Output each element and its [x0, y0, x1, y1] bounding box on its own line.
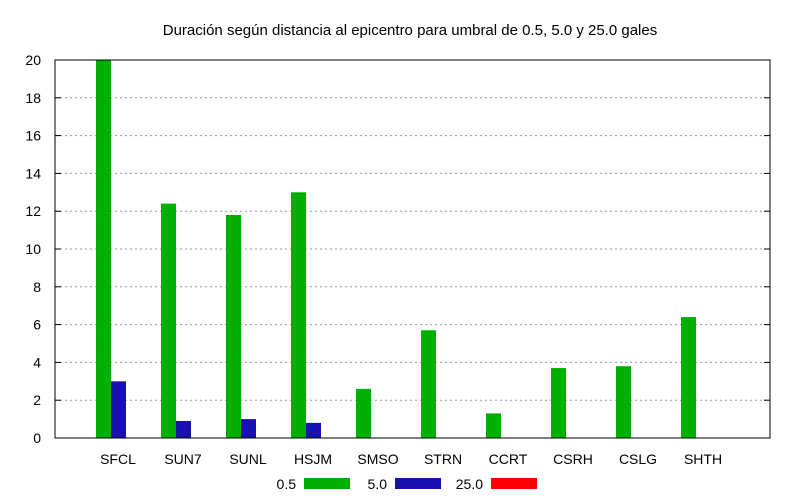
bar-0.5-STRN	[421, 330, 436, 438]
x-tick-label: CSRH	[553, 451, 593, 467]
x-tick-label: CSLG	[619, 451, 657, 467]
x-tick-label: HSJM	[294, 451, 332, 467]
bar-0.5-HSJM	[291, 192, 306, 438]
bar-0.5-SUN7	[161, 203, 176, 438]
y-tick-label: 14	[25, 165, 41, 181]
y-tick-label: 12	[25, 203, 41, 219]
legend-label-25.0: 25.0	[456, 476, 483, 492]
y-tick-label: 0	[33, 430, 41, 446]
bar-0.5-SUNL	[226, 214, 241, 438]
chart-title: Duración según distancia al epicentro pa…	[163, 22, 657, 39]
legend: 0.5 5.0 25.0	[277, 476, 537, 492]
x-tick-label: SHTH	[684, 451, 722, 467]
y-tick-label: 4	[33, 354, 41, 370]
grid-lines	[55, 97, 770, 401]
bar-5.0-SUN7	[176, 420, 191, 438]
bar-0.5-CCRT	[486, 413, 501, 438]
bar-0.5-CSRH	[551, 368, 566, 438]
x-tick-label: SUNL	[229, 451, 267, 467]
legend-swatch-5.0	[395, 478, 441, 489]
bar-5.0-HSJM	[306, 422, 321, 438]
legend-label-5.0: 5.0	[368, 476, 388, 492]
bar-5.0-SUNL	[241, 419, 256, 438]
y-tick-label: 18	[25, 90, 41, 106]
bar-0.5-SFCL	[96, 60, 111, 438]
legend-swatch-25.0	[491, 478, 537, 489]
legend-label-0.5: 0.5	[277, 476, 297, 492]
y-tick-label: 16	[25, 128, 41, 144]
x-tick-label: CCRT	[489, 451, 528, 467]
x-tick-label: STRN	[424, 451, 462, 467]
bar-0.5-CSLG	[616, 366, 631, 438]
y-tick-label: 10	[25, 241, 41, 257]
bars	[96, 60, 696, 438]
bar-0.5-SHTH	[681, 317, 696, 438]
y-tick-label: 6	[33, 317, 41, 333]
bar-5.0-SFCL	[111, 381, 126, 438]
y-tick-label: 20	[25, 52, 41, 68]
legend-swatch-0.5	[304, 478, 350, 489]
y-tick-label: 8	[33, 279, 41, 295]
x-tick-label: SUN7	[164, 451, 202, 467]
x-tick-label: SMSO	[357, 451, 398, 467]
x-axis-ticks: SFCL SUN7 SUNL HSJM SMSO STRN CCRT CSRH CSLG SHTH	[100, 451, 722, 467]
bar-0.5-SMSO	[356, 388, 371, 438]
y-tick-label: 2	[33, 392, 41, 408]
y-axis-ticks: 0 2 4 6 8 10 12 14 16 18 20	[25, 52, 770, 446]
x-tick-label: SFCL	[100, 451, 136, 467]
